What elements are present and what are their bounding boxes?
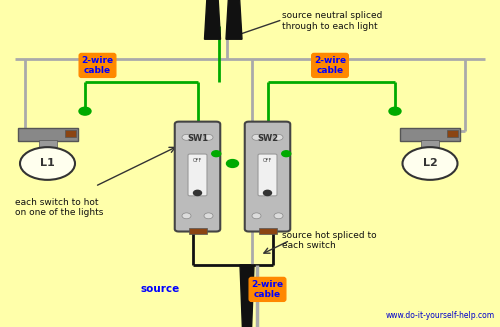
Circle shape	[274, 213, 283, 219]
Circle shape	[182, 134, 191, 140]
Text: source: source	[141, 284, 180, 294]
Circle shape	[274, 134, 283, 140]
Bar	[65, 130, 76, 137]
Text: 2-wire
cable: 2-wire cable	[314, 56, 346, 75]
Text: OFF: OFF	[193, 158, 202, 163]
Polygon shape	[204, 0, 220, 39]
Text: L2: L2	[422, 159, 438, 168]
Circle shape	[252, 134, 261, 140]
Bar	[18, 128, 78, 141]
FancyBboxPatch shape	[258, 154, 277, 196]
Ellipse shape	[402, 147, 458, 180]
Text: L1: L1	[40, 159, 55, 168]
Circle shape	[204, 134, 213, 140]
FancyBboxPatch shape	[245, 122, 290, 232]
Text: each switch to hot
on one of the lights: each switch to hot on one of the lights	[15, 198, 104, 217]
Text: source neutral spliced
through to each light: source neutral spliced through to each l…	[282, 11, 383, 31]
Text: OFF: OFF	[263, 158, 272, 163]
Text: 2-wire
cable: 2-wire cable	[252, 280, 284, 299]
Circle shape	[389, 107, 401, 115]
Bar	[38, 140, 56, 147]
Text: source hot spliced to
each switch: source hot spliced to each switch	[282, 231, 377, 250]
Bar	[188, 228, 206, 234]
Circle shape	[282, 151, 291, 157]
Circle shape	[212, 151, 221, 157]
Ellipse shape	[20, 147, 75, 180]
Circle shape	[182, 213, 191, 219]
Circle shape	[226, 160, 238, 167]
Circle shape	[79, 107, 91, 115]
Text: www.do-it-yourself-help.com: www.do-it-yourself-help.com	[386, 311, 495, 320]
Circle shape	[252, 213, 261, 219]
Bar	[400, 128, 460, 141]
Polygon shape	[240, 265, 254, 327]
Text: SW1: SW1	[187, 134, 208, 144]
Polygon shape	[226, 0, 242, 39]
Circle shape	[264, 190, 272, 196]
Bar	[258, 228, 276, 234]
FancyBboxPatch shape	[188, 154, 207, 196]
FancyBboxPatch shape	[175, 122, 220, 232]
Bar	[448, 130, 458, 137]
Text: SW2: SW2	[257, 134, 278, 144]
Circle shape	[194, 190, 202, 196]
Circle shape	[204, 213, 213, 219]
Text: 2-wire
cable: 2-wire cable	[82, 56, 114, 75]
Bar	[421, 140, 439, 147]
